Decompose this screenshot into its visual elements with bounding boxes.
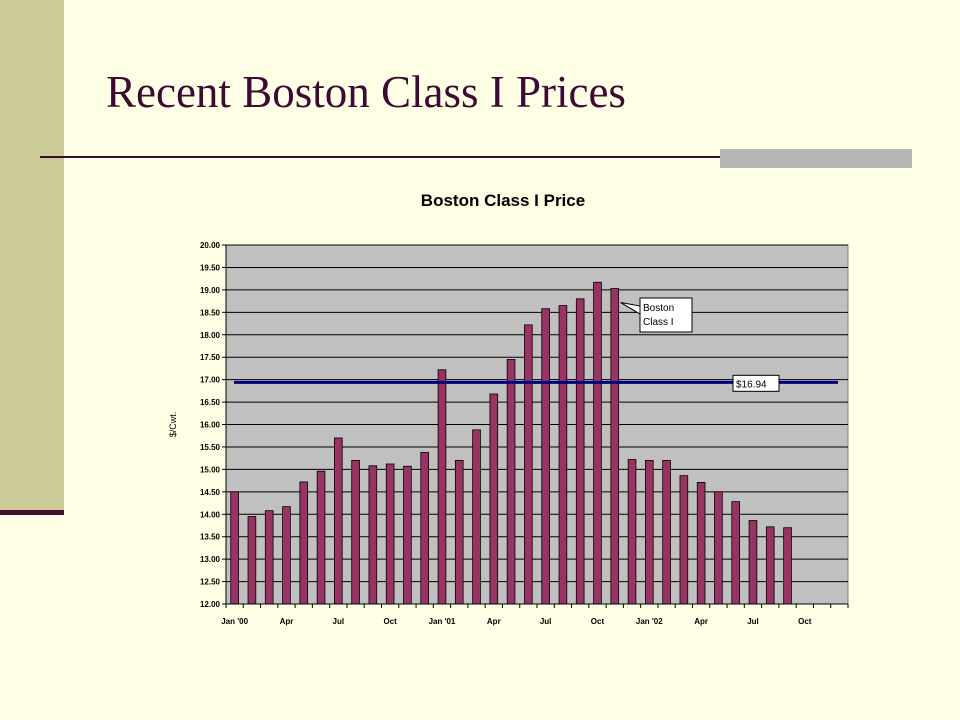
y-tick-label: 18.50 [200, 308, 221, 317]
y-tick-label: 13.50 [200, 533, 221, 542]
callout-line-2: Class I [643, 317, 674, 328]
bar [403, 465, 412, 605]
y-tick-label: 12.00 [200, 600, 221, 609]
y-tick-label: 15.00 [200, 465, 221, 474]
bar [610, 288, 620, 605]
bar [299, 481, 309, 605]
x-tick-label: Apr [487, 617, 501, 626]
y-tick-label: 14.50 [200, 488, 221, 497]
x-tick-label: Oct [383, 617, 397, 626]
y-tick-label: 16.50 [200, 398, 221, 407]
bar [334, 437, 343, 605]
x-tick-label: Oct [798, 617, 812, 626]
y-tick-label: 18.00 [200, 331, 221, 340]
bar [282, 506, 291, 605]
bar [247, 516, 257, 605]
y-axis-label: $/Cwt. [168, 412, 178, 438]
bar [385, 463, 395, 605]
y-tick-label: 20.00 [200, 241, 221, 250]
bar [558, 305, 568, 605]
y-tick-label: 19.00 [200, 286, 221, 295]
y-tick-label: 14.00 [200, 510, 221, 519]
y-tick-label: 17.50 [200, 353, 221, 362]
average-label: $16.94 [736, 379, 767, 390]
y-tick-label: 17.00 [200, 376, 221, 385]
bar [593, 281, 602, 605]
x-tick-label: Apr [694, 617, 708, 626]
callout-line-1: Boston [643, 303, 674, 314]
bar [662, 459, 671, 605]
x-tick-label: Jul [540, 617, 552, 626]
title-rule [40, 156, 912, 158]
bar [731, 501, 740, 605]
y-axis: 12.00 12.50 13.00 13.50 14.00 14.50 15.00 15.50… [200, 241, 227, 609]
average-label-box: $16.94 [732, 374, 780, 392]
bar [454, 459, 464, 605]
y-tick-label: 19.50 [200, 263, 221, 272]
bar [748, 520, 758, 605]
chart-title: Boston Class I Price [421, 191, 585, 210]
bar [351, 459, 360, 605]
series-callout: Boston Class I [620, 297, 693, 333]
sidebar-decoration [0, 0, 64, 512]
title-rule-accent [720, 149, 912, 168]
bar [264, 510, 274, 605]
sidebar-cap [0, 510, 64, 515]
bar [714, 491, 723, 605]
bar [437, 369, 447, 605]
bar [541, 308, 550, 605]
y-tick-label: 16.00 [200, 421, 221, 430]
bar [368, 465, 378, 605]
x-tick-label: Jul [333, 617, 345, 626]
y-tick-label: 13.00 [200, 555, 221, 564]
bar [575, 298, 585, 605]
x-axis: Jan '00 Apr Jul Oct Jan '01 Apr Jul Oct Jan '02 A… [221, 603, 849, 626]
bar [506, 359, 516, 605]
bar [679, 475, 689, 605]
bar [783, 527, 792, 605]
bar [230, 491, 239, 605]
y-tick-label: 15.50 [200, 443, 221, 452]
bar [420, 451, 429, 605]
x-tick-label: Oct [591, 617, 605, 626]
y-tick-label: 12.50 [200, 578, 221, 587]
bar [696, 481, 706, 605]
bar [627, 459, 637, 605]
x-tick-label: Apr [280, 617, 294, 626]
bar [316, 470, 326, 605]
bar-series [230, 281, 792, 605]
bar [765, 526, 775, 605]
x-tick-label: Jan '00 [221, 617, 248, 626]
x-tick-label: Jan '01 [429, 617, 456, 626]
slide-title: Recent Boston Class I Prices [106, 67, 626, 117]
x-tick-label: Jan '02 [636, 617, 663, 626]
bar [524, 324, 533, 605]
bar [472, 429, 481, 605]
bar [645, 459, 654, 605]
x-tick-label: Jul [747, 617, 759, 626]
bar [489, 393, 499, 605]
